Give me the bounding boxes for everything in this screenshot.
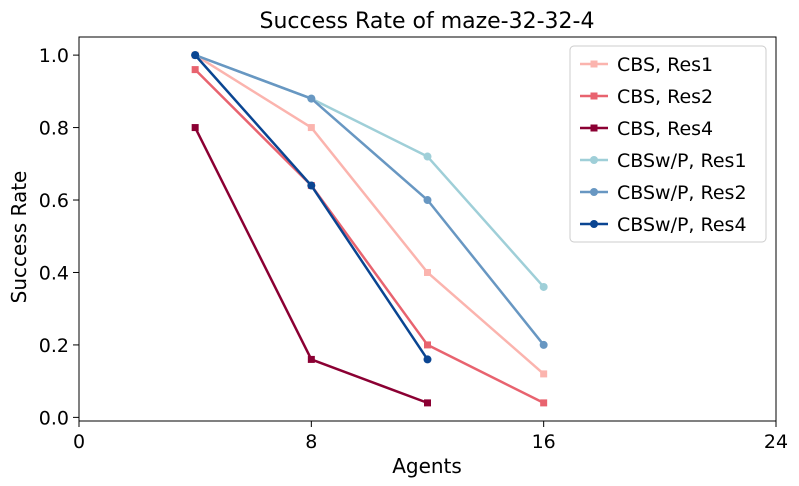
legend-entry-label: CBS, Res2 bbox=[617, 86, 713, 108]
data-point bbox=[540, 370, 548, 378]
legend-swatch-marker bbox=[590, 124, 598, 132]
legend-entry-label: CBSw/P, Res1 bbox=[617, 150, 747, 172]
legend-entry-label: CBS, Res4 bbox=[617, 118, 713, 140]
data-point bbox=[539, 340, 548, 349]
series-line bbox=[194, 68, 545, 405]
y-axis-label: Success Rate bbox=[7, 171, 31, 304]
series-line bbox=[194, 53, 545, 288]
y-tick-label: 0.6 bbox=[39, 190, 69, 212]
data-point bbox=[191, 66, 199, 74]
series-line bbox=[194, 53, 545, 346]
data-point bbox=[540, 399, 548, 407]
data-point bbox=[423, 152, 432, 161]
data-point bbox=[424, 399, 431, 407]
data-point bbox=[539, 282, 548, 291]
y-tick-label: 0.2 bbox=[39, 335, 69, 357]
data-point bbox=[191, 124, 199, 132]
plot-area: 0 8 16 24 0.0 0.2 0.4 0.6 0.8 1.0 bbox=[39, 36, 788, 453]
data-point bbox=[307, 94, 316, 103]
data-point bbox=[307, 181, 316, 190]
legend-swatch-marker bbox=[590, 92, 598, 100]
x-tick-label: 16 bbox=[532, 431, 556, 453]
data-point bbox=[423, 355, 432, 364]
data-point bbox=[307, 355, 315, 363]
data-point bbox=[424, 268, 431, 276]
x-tick-label: 0 bbox=[73, 431, 85, 453]
legend-entry-label: CBS, Res1 bbox=[617, 54, 713, 76]
legend-entry-label: CBSw/P, Res2 bbox=[617, 182, 747, 204]
legend-swatch-marker bbox=[590, 60, 598, 68]
legend-swatch-marker bbox=[590, 156, 598, 164]
legend-entry-label: CBSw/P, Res4 bbox=[617, 214, 747, 236]
data-point bbox=[424, 341, 431, 349]
data-point bbox=[307, 124, 315, 132]
y-tick-label: 0.4 bbox=[39, 262, 69, 284]
data-point bbox=[423, 196, 432, 205]
y-tick-label: 1.0 bbox=[39, 45, 69, 67]
data-point bbox=[191, 51, 200, 60]
legend-box bbox=[569, 45, 767, 243]
legend-swatch-marker bbox=[590, 188, 598, 196]
chart-title: Success Rate of maze-32-32-4 bbox=[260, 9, 595, 34]
x-tick-label: 24 bbox=[764, 431, 788, 453]
plot-frame bbox=[78, 36, 777, 422]
legend: CBS, Res1 CBS, Res2 CBS, Res4 CBSw/P, Res1 C… bbox=[569, 45, 767, 243]
x-axis-label: Agents bbox=[392, 454, 462, 478]
series-line bbox=[194, 54, 545, 375]
x-tick-label: 8 bbox=[305, 431, 317, 453]
legend-swatch-marker bbox=[590, 220, 598, 228]
y-tick-label: 0.8 bbox=[39, 118, 69, 140]
y-tick-label: 0.0 bbox=[39, 407, 69, 429]
